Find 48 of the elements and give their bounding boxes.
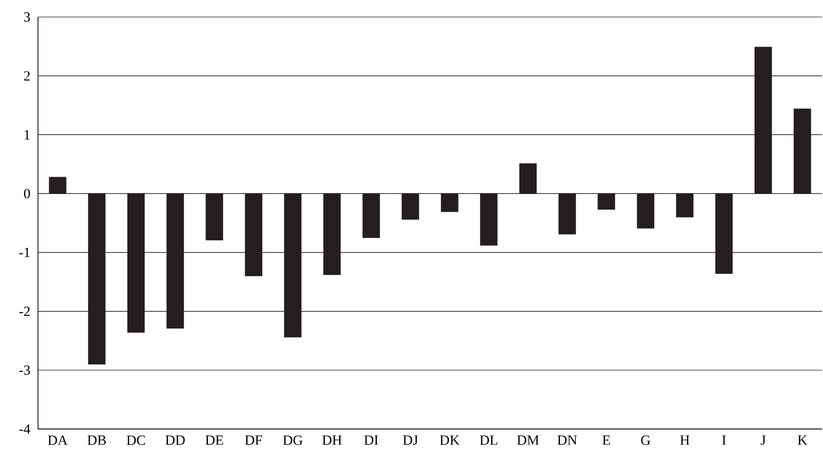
bar bbox=[598, 193, 616, 210]
x-tick-label: G bbox=[641, 436, 650, 445]
bar bbox=[362, 193, 380, 238]
bar bbox=[323, 193, 341, 275]
y-tick-label: -3 bbox=[19, 365, 30, 375]
y-tick-label: 0 bbox=[24, 188, 30, 198]
x-tick-label: DM bbox=[517, 436, 539, 445]
bar bbox=[166, 193, 184, 329]
bar bbox=[284, 193, 302, 338]
x-tick-label: DN bbox=[557, 436, 577, 445]
bar bbox=[480, 193, 498, 246]
x-tick-label: DE bbox=[205, 436, 224, 445]
x-tick-label: DJ bbox=[403, 436, 418, 445]
y-tick-label: -4 bbox=[19, 424, 30, 434]
x-tick-label: DG bbox=[283, 436, 302, 445]
bar bbox=[794, 108, 812, 194]
x-tick-label: E bbox=[602, 436, 610, 445]
bar bbox=[519, 163, 537, 194]
bar bbox=[206, 193, 224, 240]
x-tick-label: DD bbox=[166, 436, 185, 445]
bar bbox=[715, 193, 733, 274]
x-tick-label: H bbox=[680, 436, 690, 445]
y-tick-label: 2 bbox=[24, 71, 30, 80]
y-tick-label: 3 bbox=[24, 12, 30, 22]
x-tick-label: DI bbox=[364, 436, 378, 445]
x-tick-label: DA bbox=[48, 436, 68, 445]
y-tick-label: 1 bbox=[24, 130, 30, 140]
bar bbox=[636, 193, 654, 228]
bar bbox=[676, 193, 694, 218]
x-tick-label: I bbox=[722, 436, 726, 445]
x-tick-label: DC bbox=[126, 436, 145, 445]
x-tick-label: DK bbox=[440, 436, 460, 445]
bar bbox=[48, 176, 66, 194]
bar bbox=[754, 46, 772, 194]
x-tick-label: DL bbox=[480, 436, 498, 445]
x-tick-label: DH bbox=[322, 436, 342, 445]
y-tick-label: -2 bbox=[19, 306, 30, 316]
x-tick-label: DF bbox=[245, 436, 262, 445]
bar bbox=[558, 193, 576, 234]
bar bbox=[440, 193, 458, 212]
x-tick-label: DB bbox=[87, 436, 106, 445]
bar bbox=[127, 193, 145, 333]
x-tick-label: K bbox=[798, 436, 808, 445]
x-tick-label: J bbox=[760, 436, 766, 445]
bar bbox=[402, 193, 420, 220]
bar bbox=[88, 193, 106, 364]
bar bbox=[244, 193, 262, 276]
y-tick-label: -1 bbox=[19, 248, 30, 258]
